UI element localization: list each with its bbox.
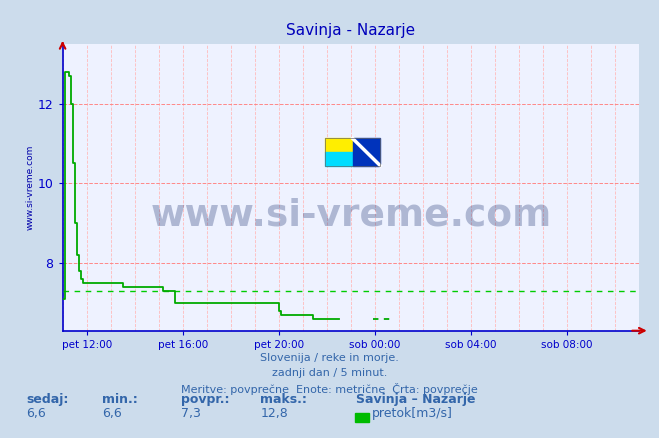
Title: Savinja - Nazarje: Savinja - Nazarje [287,24,415,39]
Text: maks.:: maks.: [260,393,307,406]
Text: 12,8: 12,8 [260,407,288,420]
Text: min.:: min.: [102,393,138,406]
Text: 7,3: 7,3 [181,407,201,420]
Text: www.si-vreme.com: www.si-vreme.com [150,198,552,234]
Text: Savinja – Nazarje: Savinja – Nazarje [356,393,475,406]
Bar [325,138,353,152]
Y-axis label: www.si-vreme.com: www.si-vreme.com [26,145,35,230]
Text: zadnji dan / 5 minut.: zadnji dan / 5 minut. [272,368,387,378]
Text: 6,6: 6,6 [102,407,122,420]
Text: 6,6: 6,6 [26,407,46,420]
Bar [325,138,380,166]
Bar [325,152,353,166]
Text: Slovenija / reke in morje.: Slovenija / reke in morje. [260,353,399,363]
Bar [353,138,380,166]
Text: Meritve: povprečne  Enote: metrične  Črta: povprečje: Meritve: povprečne Enote: metrične Črta:… [181,383,478,395]
Text: sedaj:: sedaj: [26,393,69,406]
Text: povpr.:: povpr.: [181,393,230,406]
Text: pretok[m3/s]: pretok[m3/s] [372,407,453,420]
